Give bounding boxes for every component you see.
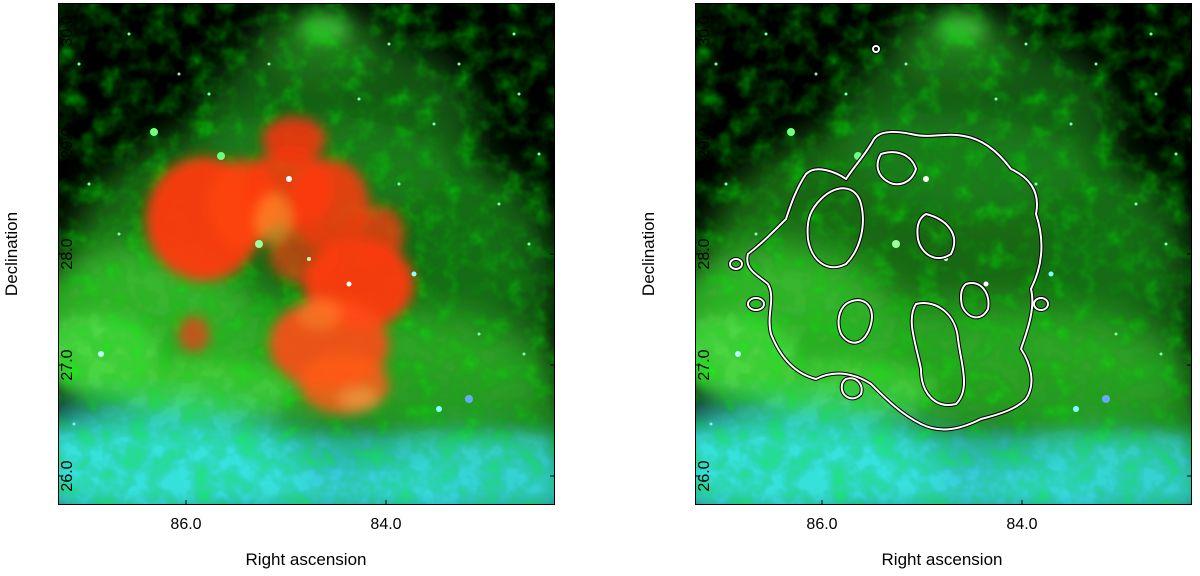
- y-axis-title: Declination: [639, 211, 658, 297]
- y-tick-label: 30.0: [59, 15, 76, 47]
- y-tick-label: 29.0: [696, 127, 713, 159]
- x-tick-label: 84.0: [1006, 516, 1038, 533]
- emission-contours: [728, 44, 1050, 432]
- y-tick-label: 26.0: [59, 460, 76, 492]
- y-axis-title: Declination: [2, 211, 21, 297]
- y-tick-label: 29.0: [59, 127, 76, 159]
- right-sky-image: [696, 4, 1192, 505]
- right-axis-ticks: [695, 3, 1192, 505]
- left-image-frame: [58, 3, 555, 505]
- x-tick-label: 86.0: [806, 516, 838, 533]
- x-tick-label: 86.0: [170, 516, 202, 533]
- x-tick-label: 84.0: [370, 516, 402, 533]
- y-tick-label: 26.0: [696, 460, 713, 492]
- x-axis-title: Right ascension: [881, 550, 1003, 569]
- y-tick-label: 27.0: [696, 349, 713, 381]
- y-tick-label: 30.0: [696, 15, 713, 47]
- x-axis-title: Right ascension: [245, 550, 367, 569]
- y-tick-label: 28.0: [59, 238, 76, 270]
- left-axis-ticks: [58, 3, 555, 505]
- left-sky-image: [59, 4, 555, 505]
- y-tick-label: 28.0: [696, 238, 713, 270]
- red-nebula-emission: [146, 117, 414, 414]
- y-tick-label: 27.0: [59, 349, 76, 381]
- right-panel: 30.0 29.0 28.0 27.0 26.0 86.0 84.0 Right…: [633, 0, 1200, 576]
- left-panel: 30.0 29.0 28.0 27.0 26.0 86.0 84.0 Right…: [2, 3, 555, 569]
